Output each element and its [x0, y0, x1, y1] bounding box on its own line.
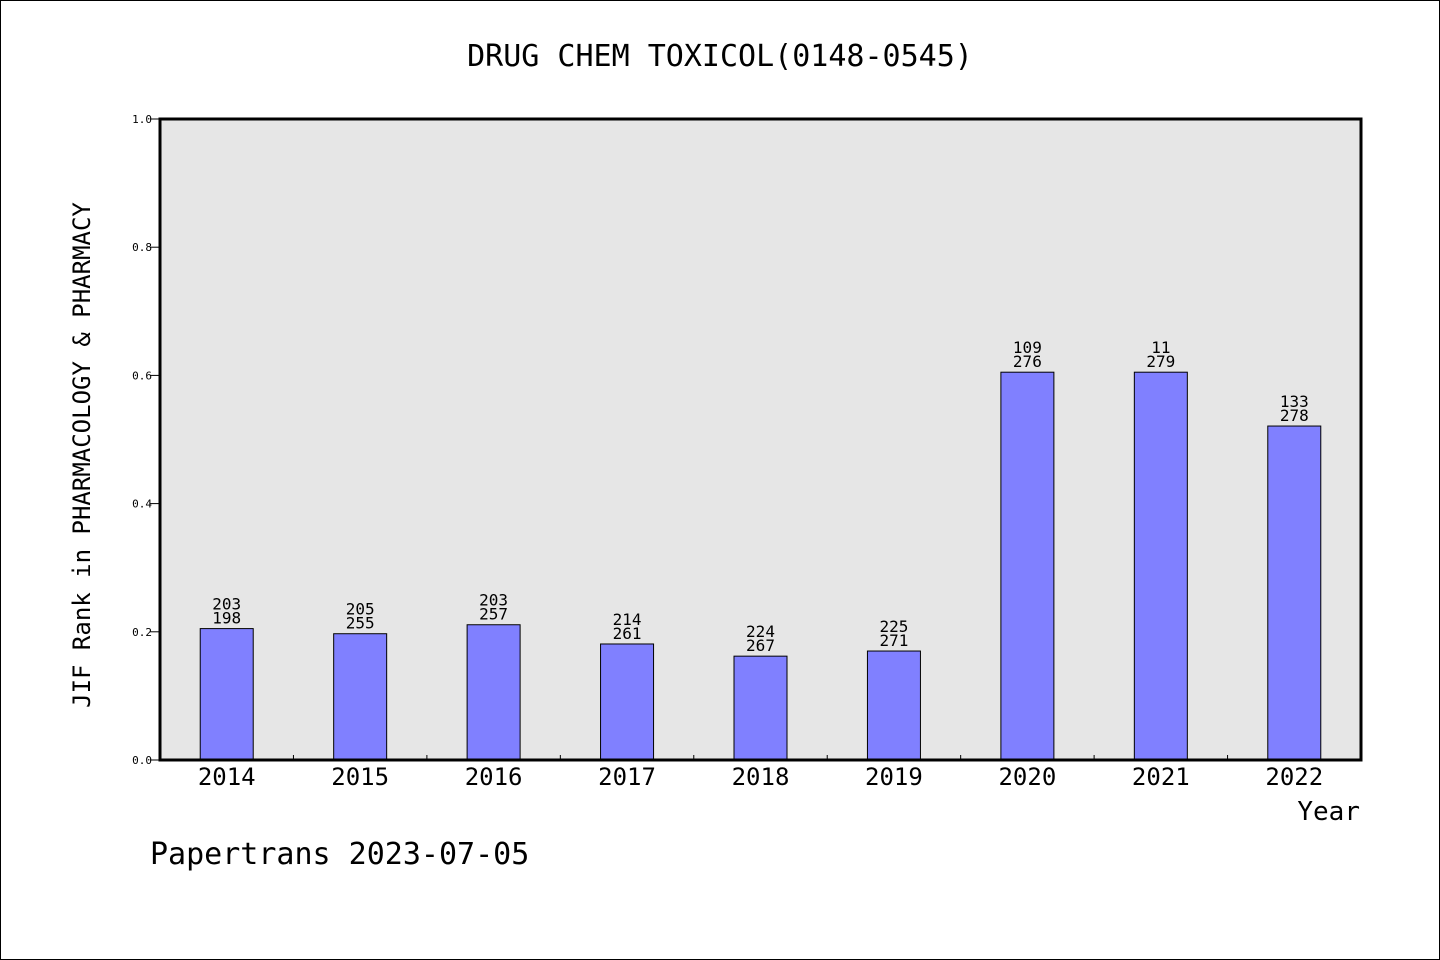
bar-label-total: 255	[346, 614, 375, 633]
watermark-text: Papertrans 2023-07-05	[150, 837, 529, 872]
bar-2020	[1000, 371, 1055, 761]
bar-2015	[333, 633, 388, 761]
x-tick-label: 2021	[1132, 763, 1190, 791]
x-tick-label: 2022	[1265, 763, 1323, 791]
bar-label-total: 271	[879, 631, 908, 650]
chart-title: DRUG CHEM TOXICOL(0148-0545)	[467, 39, 973, 74]
bar-label-total: 278	[1280, 406, 1309, 425]
bar-2018	[733, 655, 788, 761]
y-tick-label: 0.0	[132, 754, 152, 767]
bar-label-rank: 214	[613, 610, 642, 629]
y-tick-label: 0.6	[132, 369, 152, 382]
x-tick-label: 2017	[598, 763, 656, 791]
y-tick-label: 1.0	[132, 113, 152, 126]
bar-label-rank: 205	[346, 600, 375, 619]
x-tick-label: 2015	[331, 763, 389, 791]
bar-label-rank: 224	[746, 622, 775, 641]
y-tick-label: 0.4	[132, 498, 152, 511]
bar-label-total: 257	[479, 605, 508, 624]
bar-label-rank: 133	[1280, 392, 1309, 411]
bar-label-total: 279	[1146, 352, 1175, 371]
plot-border	[158, 117, 1363, 762]
bar-label-rank: 225	[879, 617, 908, 636]
bar-2014	[199, 628, 254, 761]
x-tick-label: 2020	[998, 763, 1056, 791]
bar-label-total: 267	[746, 636, 775, 655]
bar-2016	[466, 624, 521, 761]
x-tick-label: 2016	[465, 763, 523, 791]
y-axis: 0.0 0.2 0.4 0.6 0.8 1.0	[132, 113, 160, 767]
x-tick-label: 2019	[865, 763, 923, 791]
bar-label-rank: 109	[1013, 338, 1042, 357]
bar-label-rank: 11	[1151, 338, 1170, 357]
y-axis-label: JIF Rank in PHARMACOLOGY & PHARMACY	[68, 202, 96, 708]
bar-label-total: 276	[1013, 352, 1042, 371]
bar-2017	[600, 643, 655, 761]
y-tick-label: 0.8	[132, 241, 152, 254]
x-tick-label: 2014	[198, 763, 256, 791]
bar-2019	[866, 650, 921, 761]
bar-2022	[1267, 425, 1322, 761]
x-tick-label: 2018	[732, 763, 790, 791]
bar-label-rank: 203	[212, 595, 241, 614]
bar-label-total: 261	[613, 624, 642, 643]
bar-label-total: 198	[212, 609, 241, 628]
y-tick-label: 0.2	[132, 626, 152, 639]
bar-label-rank: 203	[479, 591, 508, 610]
bars	[199, 371, 1322, 761]
bar-2021	[1133, 371, 1188, 761]
x-axis: 2014 2015 2016 2017 2018 2019 2020 2021 2022	[198, 755, 1323, 791]
x-axis-label: Year	[1297, 797, 1360, 827]
